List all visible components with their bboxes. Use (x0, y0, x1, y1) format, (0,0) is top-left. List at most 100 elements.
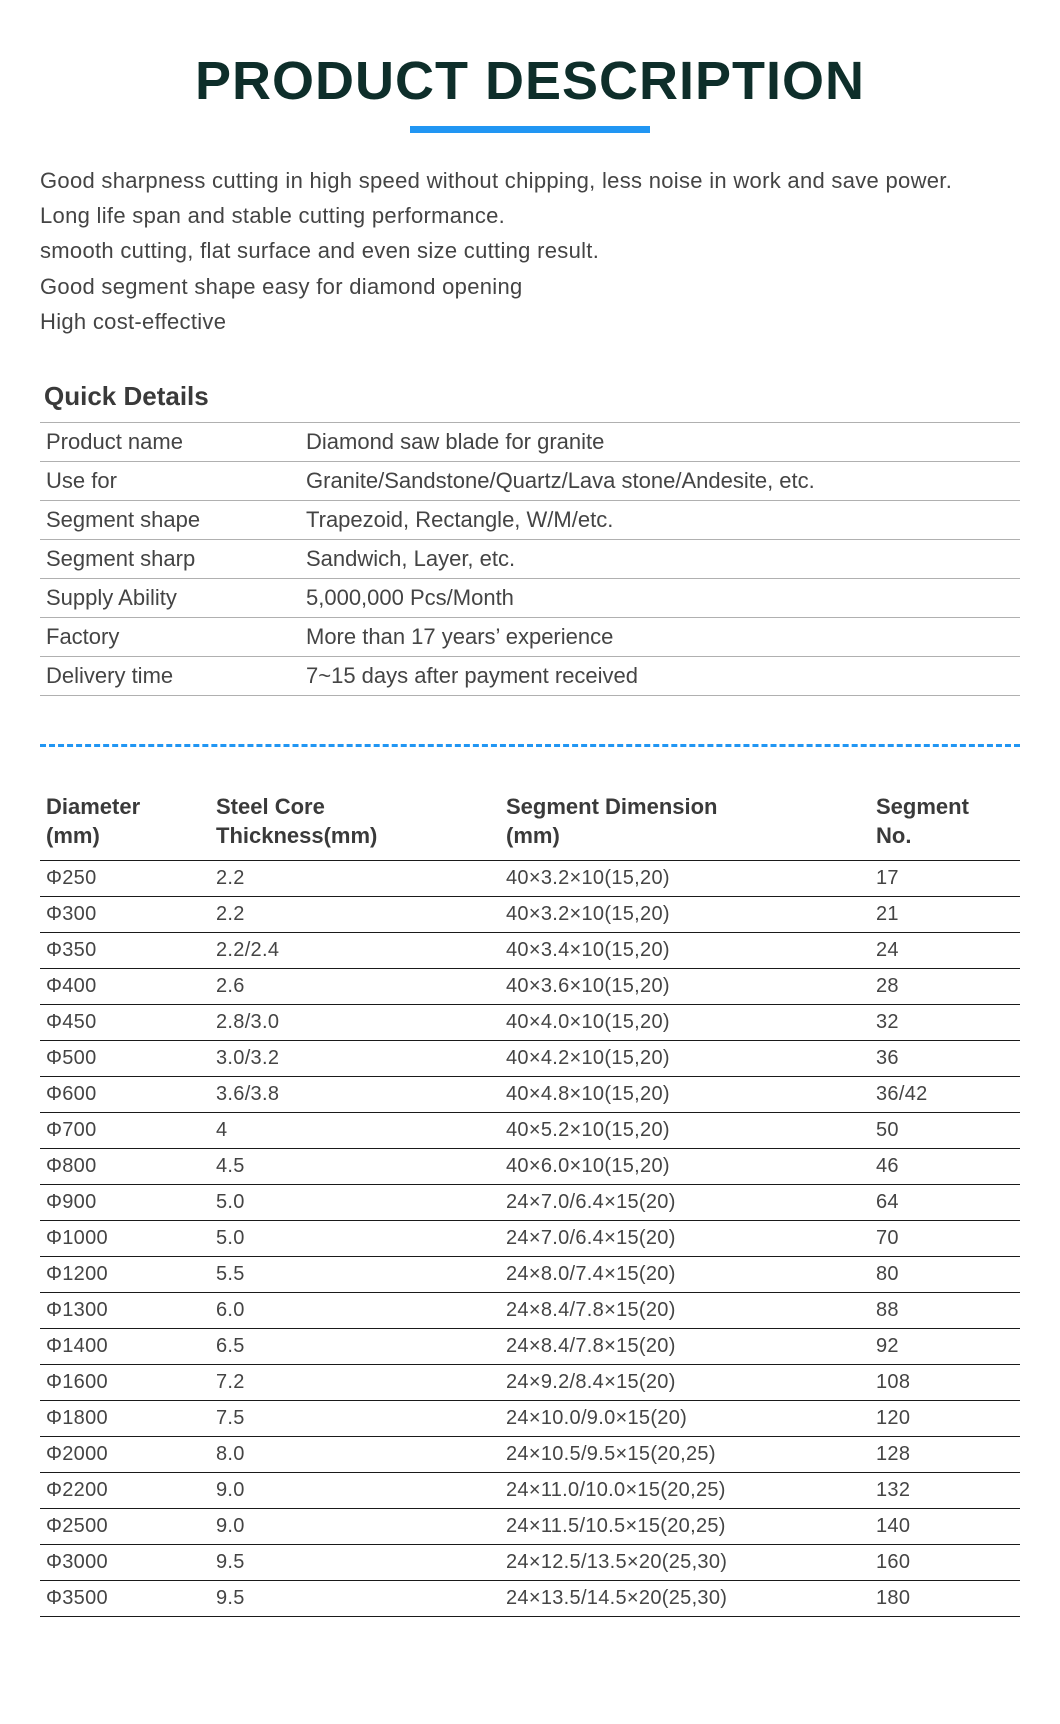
spec-cell-core: 2.2 (210, 861, 500, 897)
description-line: smooth cutting, flat surface and even si… (40, 233, 1020, 268)
spec-cell-diameter: Φ3500 (40, 1581, 210, 1617)
spec-row: Φ20008.024×10.5/9.5×15(20,25)128 (40, 1437, 1020, 1473)
spec-cell-number: 132 (870, 1473, 1020, 1509)
quick-details-value: 5,000,000 Pcs/Month (300, 578, 1020, 617)
spec-cell-diameter: Φ800 (40, 1149, 210, 1185)
quick-details-key: Product name (40, 422, 300, 461)
spec-row: Φ3502.2/2.440×3.4×10(15,20)24 (40, 933, 1020, 969)
spec-cell-segment: 24×9.2/8.4×15(20) (500, 1365, 870, 1401)
quick-details-value: Trapezoid, Rectangle, W/M/etc. (300, 500, 1020, 539)
spec-cell-diameter: Φ2200 (40, 1473, 210, 1509)
quick-details-key: Delivery time (40, 656, 300, 695)
spec-table: Diameter (mm) Steel Core Thickness(mm) S… (40, 787, 1020, 1617)
spec-cell-number: 88 (870, 1293, 1020, 1329)
spec-row: Φ700440×5.2×10(15,20)50 (40, 1113, 1020, 1149)
spec-row: Φ10005.024×7.0/6.4×15(20)70 (40, 1221, 1020, 1257)
spec-cell-segment: 24×8.4/7.8×15(20) (500, 1293, 870, 1329)
spec-cell-number: 21 (870, 897, 1020, 933)
description-line: Good segment shape easy for diamond open… (40, 269, 1020, 304)
spec-row: Φ8004.540×6.0×10(15,20)46 (40, 1149, 1020, 1185)
quick-details-row: Product nameDiamond saw blade for granit… (40, 422, 1020, 461)
spec-row: Φ35009.524×13.5/14.5×20(25,30)180 (40, 1581, 1020, 1617)
quick-details-value: 7~15 days after payment received (300, 656, 1020, 695)
spec-cell-core: 6.0 (210, 1293, 500, 1329)
dashed-divider (40, 744, 1020, 747)
quick-details-row: Use forGranite/Sandstone/Quartz/Lava sto… (40, 461, 1020, 500)
spec-cell-number: 70 (870, 1221, 1020, 1257)
quick-details-table: Product nameDiamond saw blade for granit… (40, 422, 1020, 696)
spec-cell-core: 2.2 (210, 897, 500, 933)
spec-cell-segment: 24×7.0/6.4×15(20) (500, 1185, 870, 1221)
spec-cell-diameter: Φ250 (40, 861, 210, 897)
spec-col-sublabel: (mm) (506, 823, 560, 848)
spec-col-label: Steel Core (216, 794, 325, 819)
spec-row: Φ6003.6/3.840×4.8×10(15,20)36/42 (40, 1077, 1020, 1113)
spec-cell-segment: 40×3.2×10(15,20) (500, 897, 870, 933)
spec-cell-diameter: Φ1400 (40, 1329, 210, 1365)
spec-cell-core: 7.2 (210, 1365, 500, 1401)
spec-cell-core: 5.0 (210, 1185, 500, 1221)
spec-row: Φ3002.240×3.2×10(15,20)21 (40, 897, 1020, 933)
spec-cell-core: 2.8/3.0 (210, 1005, 500, 1041)
spec-col-diameter: Diameter (mm) (40, 787, 210, 861)
spec-cell-core: 8.0 (210, 1437, 500, 1473)
spec-cell-diameter: Φ2500 (40, 1509, 210, 1545)
spec-cell-core: 5.5 (210, 1257, 500, 1293)
spec-row: Φ4002.640×3.6×10(15,20)28 (40, 969, 1020, 1005)
description-line: High cost-effective (40, 304, 1020, 339)
quick-details-key: Factory (40, 617, 300, 656)
spec-cell-segment: 40×3.4×10(15,20) (500, 933, 870, 969)
spec-cell-segment: 24×7.0/6.4×15(20) (500, 1221, 870, 1257)
spec-cell-number: 160 (870, 1545, 1020, 1581)
spec-header-row: Diameter (mm) Steel Core Thickness(mm) S… (40, 787, 1020, 861)
spec-cell-segment: 24×10.5/9.5×15(20,25) (500, 1437, 870, 1473)
spec-cell-diameter: Φ450 (40, 1005, 210, 1041)
spec-row: Φ2502.240×3.2×10(15,20)17 (40, 861, 1020, 897)
spec-row: Φ25009.024×11.5/10.5×15(20,25)140 (40, 1509, 1020, 1545)
spec-cell-diameter: Φ1800 (40, 1401, 210, 1437)
quick-details-heading: Quick Details (40, 375, 1020, 422)
spec-row: Φ16007.224×9.2/8.4×15(20)108 (40, 1365, 1020, 1401)
quick-details-row: Supply Ability5,000,000 Pcs/Month (40, 578, 1020, 617)
spec-row: Φ13006.024×8.4/7.8×15(20)88 (40, 1293, 1020, 1329)
spec-cell-segment: 24×11.5/10.5×15(20,25) (500, 1509, 870, 1545)
spec-cell-number: 64 (870, 1185, 1020, 1221)
spec-cell-core: 3.0/3.2 (210, 1041, 500, 1077)
spec-cell-number: 92 (870, 1329, 1020, 1365)
spec-cell-segment: 24×10.0/9.0×15(20) (500, 1401, 870, 1437)
spec-cell-number: 50 (870, 1113, 1020, 1149)
spec-cell-segment: 24×8.4/7.8×15(20) (500, 1329, 870, 1365)
quick-details-key: Segment shape (40, 500, 300, 539)
spec-cell-number: 180 (870, 1581, 1020, 1617)
spec-cell-number: 108 (870, 1365, 1020, 1401)
spec-cell-segment: 24×8.0/7.4×15(20) (500, 1257, 870, 1293)
spec-cell-number: 32 (870, 1005, 1020, 1041)
quick-details-value: Sandwich, Layer, etc. (300, 539, 1020, 578)
spec-row: Φ18007.524×10.0/9.0×15(20)120 (40, 1401, 1020, 1437)
spec-cell-number: 120 (870, 1401, 1020, 1437)
spec-cell-core: 6.5 (210, 1329, 500, 1365)
spec-cell-core: 5.0 (210, 1221, 500, 1257)
spec-cell-diameter: Φ1000 (40, 1221, 210, 1257)
spec-cell-number: 128 (870, 1437, 1020, 1473)
spec-cell-diameter: Φ350 (40, 933, 210, 969)
spec-col-label: Segment Dimension (506, 794, 717, 819)
spec-cell-segment: 24×11.0/10.0×15(20,25) (500, 1473, 870, 1509)
spec-cell-segment: 24×13.5/14.5×20(25,30) (500, 1581, 870, 1617)
spec-cell-core: 2.2/2.4 (210, 933, 500, 969)
spec-cell-core: 9.5 (210, 1545, 500, 1581)
title-block: PRODUCT DESCRIPTION (40, 50, 1020, 133)
quick-details-value: Granite/Sandstone/Quartz/Lava stone/Ande… (300, 461, 1020, 500)
page-title: PRODUCT DESCRIPTION (40, 50, 1020, 112)
spec-row: Φ9005.024×7.0/6.4×15(20)64 (40, 1185, 1020, 1221)
spec-col-label: Diameter (46, 794, 140, 819)
spec-cell-number: 17 (870, 861, 1020, 897)
spec-cell-core: 2.6 (210, 969, 500, 1005)
quick-details-value: Diamond saw blade for granite (300, 422, 1020, 461)
quick-details-row: Delivery time7~15 days after payment rec… (40, 656, 1020, 695)
spec-cell-number: 24 (870, 933, 1020, 969)
spec-cell-number: 28 (870, 969, 1020, 1005)
quick-details-value: More than 17 years’ experience (300, 617, 1020, 656)
spec-row: Φ12005.524×8.0/7.4×15(20)80 (40, 1257, 1020, 1293)
title-underline (410, 126, 650, 133)
